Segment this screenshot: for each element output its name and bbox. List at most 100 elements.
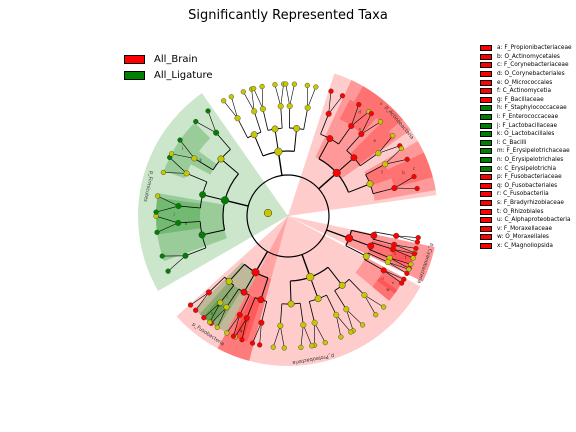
tree-branch: [251, 89, 255, 112]
tree-branch: [273, 325, 281, 348]
tree-branch: [163, 172, 187, 174]
taxa-legend-label: j: F_Lactobacillaceae: [497, 122, 558, 129]
clade-sector: [389, 249, 414, 266]
leaf-node: [153, 209, 159, 215]
tree-branch: [253, 134, 264, 157]
clade-letter: k: [199, 157, 202, 162]
tree-branch: [328, 95, 343, 114]
taxa-legend-label: h: F_Staphylococcaceae: [497, 105, 567, 112]
tree-branch: [194, 158, 214, 171]
family-node: [384, 259, 391, 266]
tree-branch: [179, 139, 195, 159]
taxa-legend-item: r: C_Fusobacteriia: [480, 190, 572, 199]
taxa-legend-label: e: O_Micrococcales: [497, 79, 553, 86]
taxa-legend-swatch: [480, 174, 492, 181]
leaf-node: [380, 304, 387, 310]
family-node: [234, 115, 241, 122]
taxa-legend-label: s: F_Bradyrhizobiaceae: [497, 199, 564, 206]
leaf-node: [373, 312, 379, 318]
tree-branch: [157, 195, 179, 207]
taxa-legend-label: m: F_Erysipelotrichaceae: [497, 148, 570, 155]
leaf-node: [193, 118, 199, 125]
taxa-legend-swatch: [480, 53, 492, 60]
taxa-legend-item: a: F_Propionibacteriaceae: [480, 44, 572, 53]
leaf-node: [230, 333, 237, 339]
tree-branch: [392, 248, 415, 255]
family-node: [217, 299, 224, 306]
tree-branch: [371, 242, 393, 250]
taxa-legend-item: w: O_Moraxellales: [480, 233, 572, 242]
family-node: [325, 110, 332, 117]
tree-branch: [326, 294, 337, 316]
leaf-node: [313, 84, 319, 90]
clade-letter: q: [240, 328, 243, 333]
clade-letter: v: [392, 280, 395, 285]
family-node: [191, 155, 198, 162]
leaf-node: [165, 268, 171, 274]
taxa-legend-swatch: [480, 105, 492, 112]
taxa-legend-label: r: C_Fusobacteriia: [497, 191, 549, 198]
family-node: [175, 203, 182, 210]
taxa-legend-item: b: O_Actinomycetales: [480, 53, 572, 62]
taxa-legend-item: m: F_Erysipelotrichaceae: [480, 147, 572, 156]
taxa-legend-swatch: [480, 234, 492, 241]
tree-branch: [378, 145, 400, 154]
leaf-node: [193, 307, 199, 313]
taxa-legend-swatch: [480, 62, 492, 69]
taxa-legend-item: v: F_Moraxellaceae: [480, 224, 572, 233]
leaf-node: [304, 82, 310, 89]
clade-sector: [376, 271, 403, 294]
tree-branch: [350, 104, 360, 127]
tree-branch: [201, 229, 225, 236]
tree-branch: [178, 221, 201, 224]
tree-branch: [303, 324, 313, 346]
family-node: [391, 185, 398, 192]
family-node: [182, 252, 189, 259]
family-node: [251, 108, 258, 115]
clade-letter: l: [226, 294, 227, 299]
taxa-legend-swatch: [480, 217, 492, 224]
clade-letter: b: [402, 170, 405, 175]
taxa-legend-label: b: O_Actinomycetales: [497, 53, 560, 60]
leaf-node: [214, 324, 220, 331]
tree-branch: [387, 261, 408, 274]
leaf-node: [390, 133, 396, 139]
taxa-legend-label: k: O_Lactobacillales: [497, 131, 555, 138]
taxa-legend-label: d: O_Corynebacteriales: [497, 71, 565, 78]
class-node: [274, 147, 283, 156]
tree-branch: [215, 132, 231, 150]
family-node: [300, 321, 307, 328]
taxa-legend-label: t: O_Rhizobiales: [497, 208, 544, 215]
clade-letter: e: [373, 138, 376, 143]
taxa-legend-label: u: C_Alphaproteobacteria: [497, 217, 571, 224]
taxa-legend-label: g: F_Bacillaceae: [497, 96, 544, 103]
leaf-node: [339, 93, 346, 99]
leaf-node: [338, 334, 344, 340]
tree-branch: [246, 297, 256, 319]
leaf-node: [270, 344, 276, 350]
tree-branch: [260, 277, 269, 300]
leaf-node: [249, 340, 256, 346]
tree-branch: [308, 301, 315, 323]
taxa-legend-swatch: [480, 88, 492, 95]
clade-sector: [350, 122, 395, 165]
taxa-legend-swatch: [480, 139, 492, 146]
tree-branch: [280, 106, 283, 129]
tree-branch: [289, 84, 295, 107]
tree-branch: [307, 86, 317, 108]
tree-branch: [226, 314, 241, 334]
order-node: [314, 295, 322, 303]
tree-branch: [367, 252, 389, 263]
tree-branch: [303, 107, 309, 130]
taxa-legend-swatch: [480, 131, 492, 138]
clade-letter: u: [381, 276, 384, 281]
clade-letter: d: [358, 110, 361, 115]
taxa-legend-item: p: F_Fusobacteriaceae: [480, 173, 572, 182]
tree-branch: [372, 238, 395, 246]
tree-branch: [219, 285, 235, 303]
taxa-legend-swatch: [480, 79, 492, 86]
leaf-node: [404, 156, 410, 162]
tree-branch: [285, 83, 291, 107]
tree-branch: [237, 118, 248, 138]
